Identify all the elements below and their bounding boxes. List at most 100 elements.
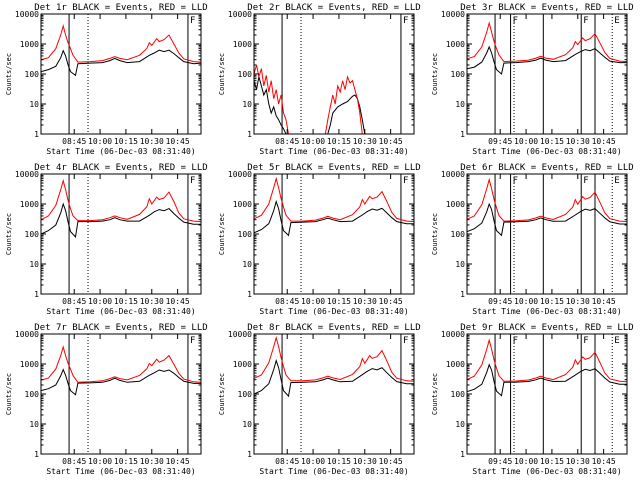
panel-title: Det 2r BLACK = Events, RED = LLD [247, 3, 420, 13]
series-line-events [41, 202, 201, 238]
x-axis-label: Start Time (06-Dec-03 08:31:40) [259, 307, 408, 316]
x-tick-label: 10:00 [88, 137, 112, 146]
x-tick-label: 10:45 [592, 457, 616, 466]
x-tick-label: 10:45 [592, 297, 616, 306]
plot-frame [253, 13, 415, 135]
x-tick-label: 10:30 [140, 297, 164, 306]
y-tick-label: 1 [247, 290, 252, 299]
y-tick-label: 1000 [446, 200, 465, 209]
x-tick-label: 10:15 [327, 297, 351, 306]
event-marker-label: F [513, 336, 518, 346]
x-tick-label: 08:45 [275, 457, 299, 466]
y-axis-label: Counts/sec [218, 213, 226, 255]
x-tick-label: 10:30 [353, 457, 377, 466]
plot-frame [253, 333, 415, 455]
y-tick-label: 1 [460, 130, 465, 139]
y-tick-label: 100 [25, 230, 40, 239]
y-tick-label: 10 [29, 100, 39, 109]
y-tick-label: 10000 [15, 10, 39, 19]
y-tick-label: 1 [34, 290, 39, 299]
plot-frame [466, 173, 628, 295]
x-axis-label: Start Time (06-Dec-03 08:31:40) [46, 307, 195, 316]
x-tick-label: 08:45 [62, 457, 86, 466]
x-tick-label: 09:45 [488, 297, 512, 306]
x-tick-label: 09:45 [488, 457, 512, 466]
series-line-events [467, 202, 627, 237]
x-tick-label: 10:00 [88, 457, 112, 466]
panel-title: Det 3r BLACK = Events, RED = LLD [460, 3, 633, 13]
event-marker-label: F [403, 176, 408, 186]
event-marker-label: F [190, 176, 195, 186]
series-line-events [41, 368, 201, 396]
y-tick-label: 100 [238, 70, 253, 79]
y-axis-label: Counts/sec [431, 373, 439, 415]
x-tick-label: 10:30 [140, 137, 164, 146]
y-tick-label: 1000 [233, 360, 252, 369]
panel-title: Det 1r BLACK = Events, RED = LLD [34, 3, 207, 13]
x-tick-label: 10:15 [327, 457, 351, 466]
series-line-events [467, 363, 627, 397]
y-tick-label: 1000 [20, 360, 39, 369]
x-axis-label: Start Time (06-Dec-03 08:31:40) [46, 147, 195, 156]
x-tick-label: 08:45 [62, 137, 86, 146]
event-marker-label: E [614, 336, 619, 346]
y-tick-label: 1 [460, 450, 465, 459]
y-tick-label: 100 [451, 230, 466, 239]
panel-title: Det 5r BLACK = Events, RED = LLD [247, 163, 420, 173]
x-tick-label: 10:45 [592, 137, 616, 146]
y-tick-label: 10000 [441, 10, 465, 19]
y-axis-label: Counts/sec [431, 53, 439, 95]
series-line-lld [467, 177, 627, 223]
series-line-events [467, 45, 627, 75]
x-tick-label: 10:00 [301, 137, 325, 146]
panel-5: Det 5r BLACK = Events, RED = LLD Counts/s… [218, 163, 421, 316]
plot-frame [40, 173, 202, 295]
y-axis-label: Counts/sec [218, 53, 226, 95]
y-tick-label: 100 [238, 230, 253, 239]
event-marker-label: F [513, 16, 518, 26]
event-marker-label: F [583, 16, 588, 26]
x-tick-label: 10:15 [114, 137, 138, 146]
event-marker-label: F [190, 336, 195, 346]
y-tick-label: 10000 [15, 330, 39, 339]
y-tick-label: 100 [451, 390, 466, 399]
y-axis-label: Counts/sec [5, 213, 13, 255]
event-marker-label: F [583, 176, 588, 186]
series-line-lld [254, 64, 414, 134]
panel-3: Det 3r BLACK = Events, RED = LLD Counts/s… [431, 3, 634, 156]
y-tick-label: 1 [34, 130, 39, 139]
panel-4: Det 4r BLACK = Events, RED = LLD Counts/s… [5, 163, 208, 316]
y-tick-label: 10000 [15, 170, 39, 179]
y-tick-label: 1000 [446, 40, 465, 49]
y-tick-label: 10 [242, 420, 252, 429]
panel-title: Det 6r BLACK = Events, RED = LLD [460, 163, 633, 173]
plot-frame [466, 333, 628, 455]
panel-8: Det 8r BLACK = Events, RED = LLD Counts/s… [218, 323, 421, 476]
x-axis-label: Start Time (06-Dec-03 08:31:40) [259, 467, 408, 476]
y-tick-label: 1000 [20, 200, 39, 209]
y-tick-label: 10000 [441, 330, 465, 339]
x-tick-label: 10:15 [114, 297, 138, 306]
x-axis-label: Start Time (06-Dec-03 08:31:40) [259, 147, 408, 156]
series-line-lld [41, 23, 201, 63]
series-line-lld [254, 176, 414, 223]
event-marker-label: E [614, 16, 619, 26]
series-line-lld [41, 345, 201, 383]
series-line-events [254, 358, 414, 398]
x-tick-label: 08:45 [62, 297, 86, 306]
x-tick-label: 10:45 [166, 137, 190, 146]
y-tick-label: 1 [247, 130, 252, 139]
x-tick-label: 10:30 [566, 297, 590, 306]
y-tick-label: 10000 [228, 170, 252, 179]
x-tick-label: 10:30 [566, 457, 590, 466]
event-marker-label: F [403, 336, 408, 346]
event-marker-label: F [403, 16, 408, 26]
x-tick-label: 10:00 [514, 297, 538, 306]
y-tick-label: 100 [25, 70, 40, 79]
y-tick-label: 1000 [233, 200, 252, 209]
panel-title: Det 4r BLACK = Events, RED = LLD [34, 163, 207, 173]
x-tick-label: 09:45 [488, 137, 512, 146]
x-axis-label: Start Time (06-Dec-03 08:31:40) [472, 147, 621, 156]
